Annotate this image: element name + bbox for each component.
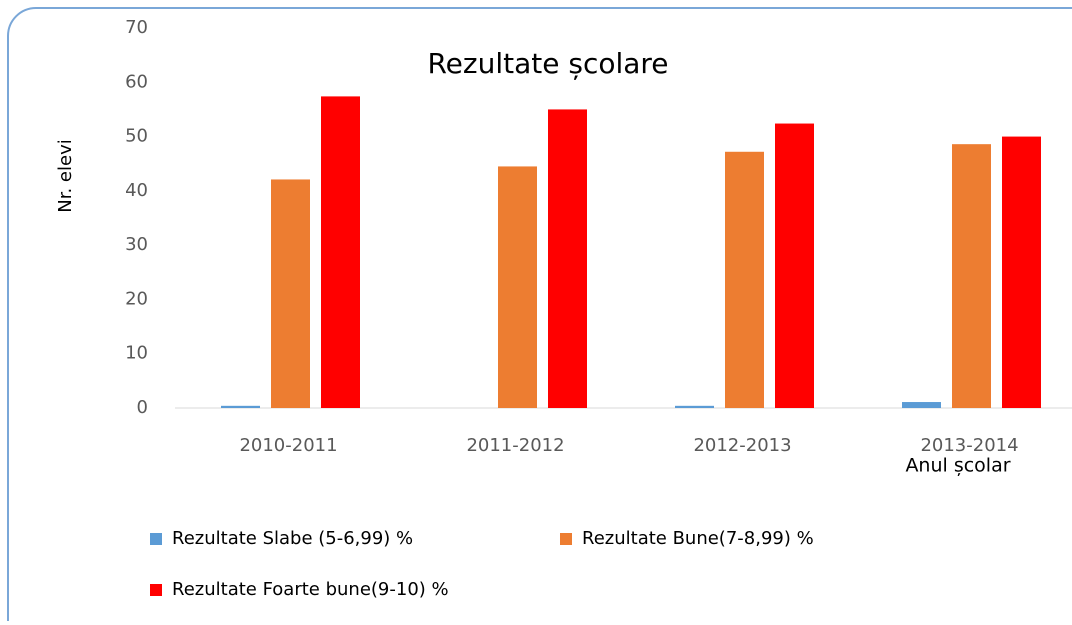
bar bbox=[1002, 136, 1041, 409]
y-tick-label: 40 bbox=[125, 180, 148, 201]
legend-label: Rezultate Bune(7-8,99) % bbox=[582, 528, 814, 549]
legend-label: Rezultate Foarte bune(9-10) % bbox=[172, 579, 449, 600]
bar bbox=[775, 123, 814, 409]
y-tick-label: 50 bbox=[125, 126, 148, 147]
bar bbox=[675, 405, 714, 408]
legend-swatch bbox=[560, 533, 572, 545]
bar bbox=[725, 151, 764, 408]
bar bbox=[952, 144, 991, 408]
bar bbox=[902, 402, 941, 408]
y-axis-label: Nr. elevi bbox=[55, 139, 76, 212]
y-tick-label: 10 bbox=[125, 343, 148, 364]
x-tick-label: 2013-2014 bbox=[920, 435, 1018, 456]
y-tick-label: 0 bbox=[137, 397, 148, 418]
y-tick-label: 70 bbox=[125, 17, 148, 38]
y-tick-label: 60 bbox=[125, 71, 148, 92]
y-tick-label: 20 bbox=[125, 288, 148, 309]
chart-frame bbox=[7, 7, 1072, 625]
bar bbox=[498, 166, 537, 408]
y-tick-label: 30 bbox=[125, 234, 148, 255]
x-tick-label: 2012-2013 bbox=[693, 435, 791, 456]
x-axis-label: Anul școlar bbox=[905, 455, 1010, 477]
x-tick-label: 2011-2012 bbox=[466, 435, 564, 456]
x-tick-label: 2010-2011 bbox=[239, 435, 337, 456]
bar bbox=[271, 179, 310, 408]
bar bbox=[548, 109, 587, 408]
legend-label: Rezultate Slabe (5-6,99) % bbox=[172, 528, 413, 549]
bar bbox=[321, 96, 360, 409]
legend-swatch bbox=[150, 584, 162, 596]
legend-swatch bbox=[150, 533, 162, 545]
bar bbox=[221, 405, 260, 408]
chart-title: Rezultate școlare bbox=[427, 47, 668, 80]
